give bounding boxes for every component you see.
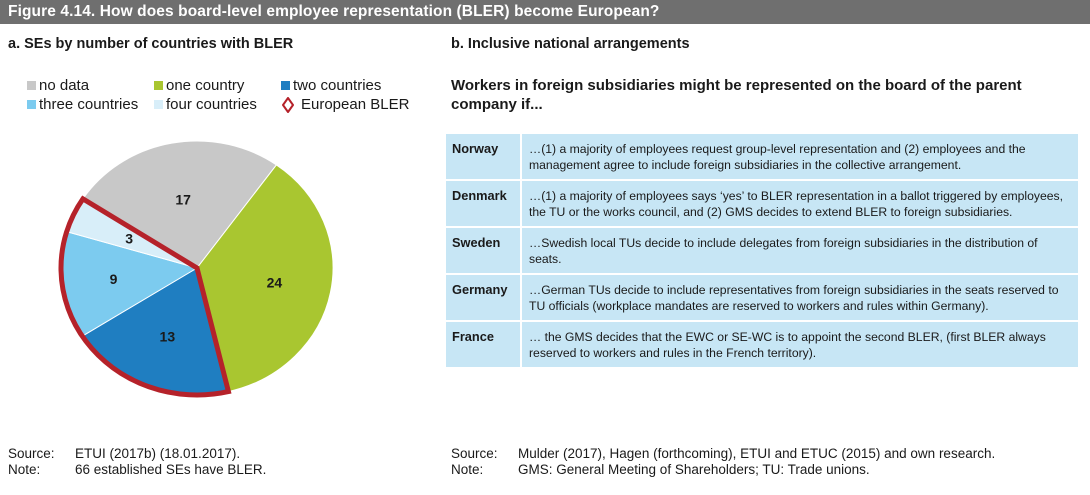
table-row: Norway …(1) a majority of employees requ… (446, 134, 1078, 181)
table-row: Denmark …(1) a majority of employees say… (446, 180, 1078, 228)
legend-swatch (27, 100, 36, 109)
legend-item-four-countries: four countries (154, 96, 257, 113)
legend-item-two-countries: two countries (281, 77, 381, 94)
table-row: Germany …German TUs decide to include re… (446, 274, 1078, 322)
panel-b-intro: Workers in foreign subsidiaries might be… (451, 77, 1022, 113)
european-bler-highlight-outline (58, 195, 232, 398)
source-label: Source: (8, 446, 55, 461)
legend-label: no data (39, 77, 90, 94)
legend-item-european-bler: European BLER (281, 96, 409, 113)
country-cell: Sweden (446, 227, 522, 275)
legend-item-one-country: one country (154, 77, 244, 94)
legend-item-no-data: no data (27, 77, 89, 94)
description-cell: …(1) a majority of employees request gro… (521, 134, 1078, 181)
pie-chart: 17 24 13 9 3 (58, 140, 334, 398)
description-cell: …German TUs decide to include representa… (521, 274, 1078, 322)
panel-a-title: a. SEs by number of countries with BLER (8, 36, 294, 52)
legend-item-three-countries: three countries (27, 96, 138, 113)
note-text: GMS: General Meeting of Shareholders; TU… (518, 462, 870, 477)
country-cell: Denmark (446, 180, 522, 228)
description-cell: …(1) a majority of employees says ‘yes’ … (521, 180, 1078, 228)
pie-value-label: 13 (160, 328, 176, 344)
source-text: ETUI (2017b) (18.01.2017). (75, 446, 241, 461)
pie-value-label: 9 (110, 271, 118, 287)
european-bler-outline-icon (282, 96, 294, 113)
panel-b-title: b. Inclusive national arrangements (451, 36, 690, 52)
pie-slice-one-country (196, 164, 334, 393)
legend-label: four countries (166, 96, 257, 113)
legend-swatch (27, 81, 36, 90)
description-cell: … the GMS decides that the EWC or SE-WC … (521, 321, 1078, 369)
description-cell: …Swedish local TUs decide to include del… (521, 227, 1078, 275)
figure-title: Figure 4.14. How does board-level employ… (8, 3, 660, 20)
legend-swatch (154, 81, 163, 90)
footer-left: Source: ETUI (2017b) (18.01.2017). Note: 6… (8, 446, 266, 478)
pie-slice-no-data (82, 140, 278, 269)
source-text: Mulder (2017), Hagen (forthcoming), ETUI… (518, 446, 996, 461)
pie-value-label: 3 (125, 231, 133, 247)
pie-value-label: 24 (267, 274, 283, 290)
source-label: Source: (451, 446, 498, 461)
figure-title-bar: Figure 4.14. How does board-level employ… (0, 0, 1090, 24)
legend-label: three countries (39, 96, 139, 113)
arrangements-table: Norway …(1) a majority of employees requ… (446, 134, 1078, 369)
pie-value-label: 17 (175, 191, 191, 207)
legend-label: two countries (293, 77, 382, 94)
table-row: France … the GMS decides that the EWC or… (446, 321, 1078, 369)
note-label: Note: (451, 462, 484, 477)
legend-swatch (281, 81, 290, 90)
country-cell: Norway (446, 134, 522, 181)
note-text: 66 established SEs have BLER. (75, 462, 267, 477)
country-cell: France (446, 321, 522, 369)
legend-label: one country (166, 77, 245, 94)
table-row: Sweden …Swedish local TUs decide to incl… (446, 227, 1078, 275)
footer-right: Source: Mulder (2017), Hagen (forthcoming… (451, 446, 995, 478)
note-label: Note: (8, 462, 41, 477)
legend-label: European BLER (301, 96, 410, 113)
legend-swatch (154, 100, 163, 109)
country-cell: Germany (446, 274, 522, 322)
